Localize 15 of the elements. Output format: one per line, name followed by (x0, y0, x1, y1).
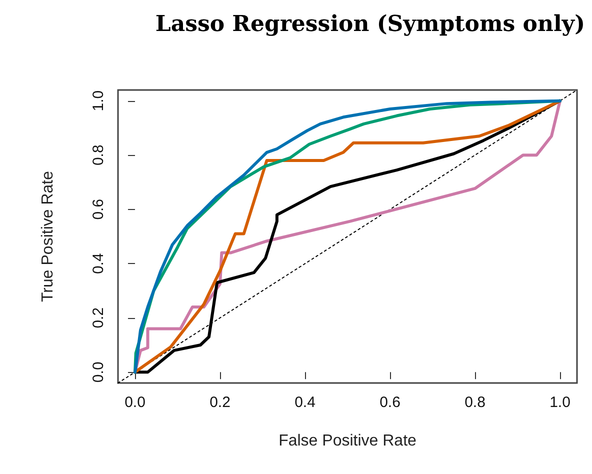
y-tick-label: 0.2 (90, 307, 107, 328)
x-tick-label: 0.4 (294, 394, 316, 411)
y-tick-label: 0.0 (90, 362, 107, 383)
x-tick-label: 0.0 (124, 394, 146, 411)
y-tick-label: 0.8 (90, 144, 107, 166)
x-tick-label: 1.0 (550, 394, 570, 411)
y-tick-label: 0.6 (90, 198, 107, 220)
x-tick-label: 0.2 (210, 394, 230, 411)
x-axis-title: False Positive Rate (278, 432, 417, 450)
x-tick-label: 0.6 (380, 394, 400, 411)
x-tick-label: 0.8 (464, 394, 486, 411)
y-axis-title: True Positive Rate (40, 170, 56, 302)
y-tick-label: 0.4 (90, 253, 107, 274)
chart-title: Lasso Regression (Symptoms only) (155, 11, 585, 37)
y-tick-label: 1.0 (90, 90, 107, 112)
